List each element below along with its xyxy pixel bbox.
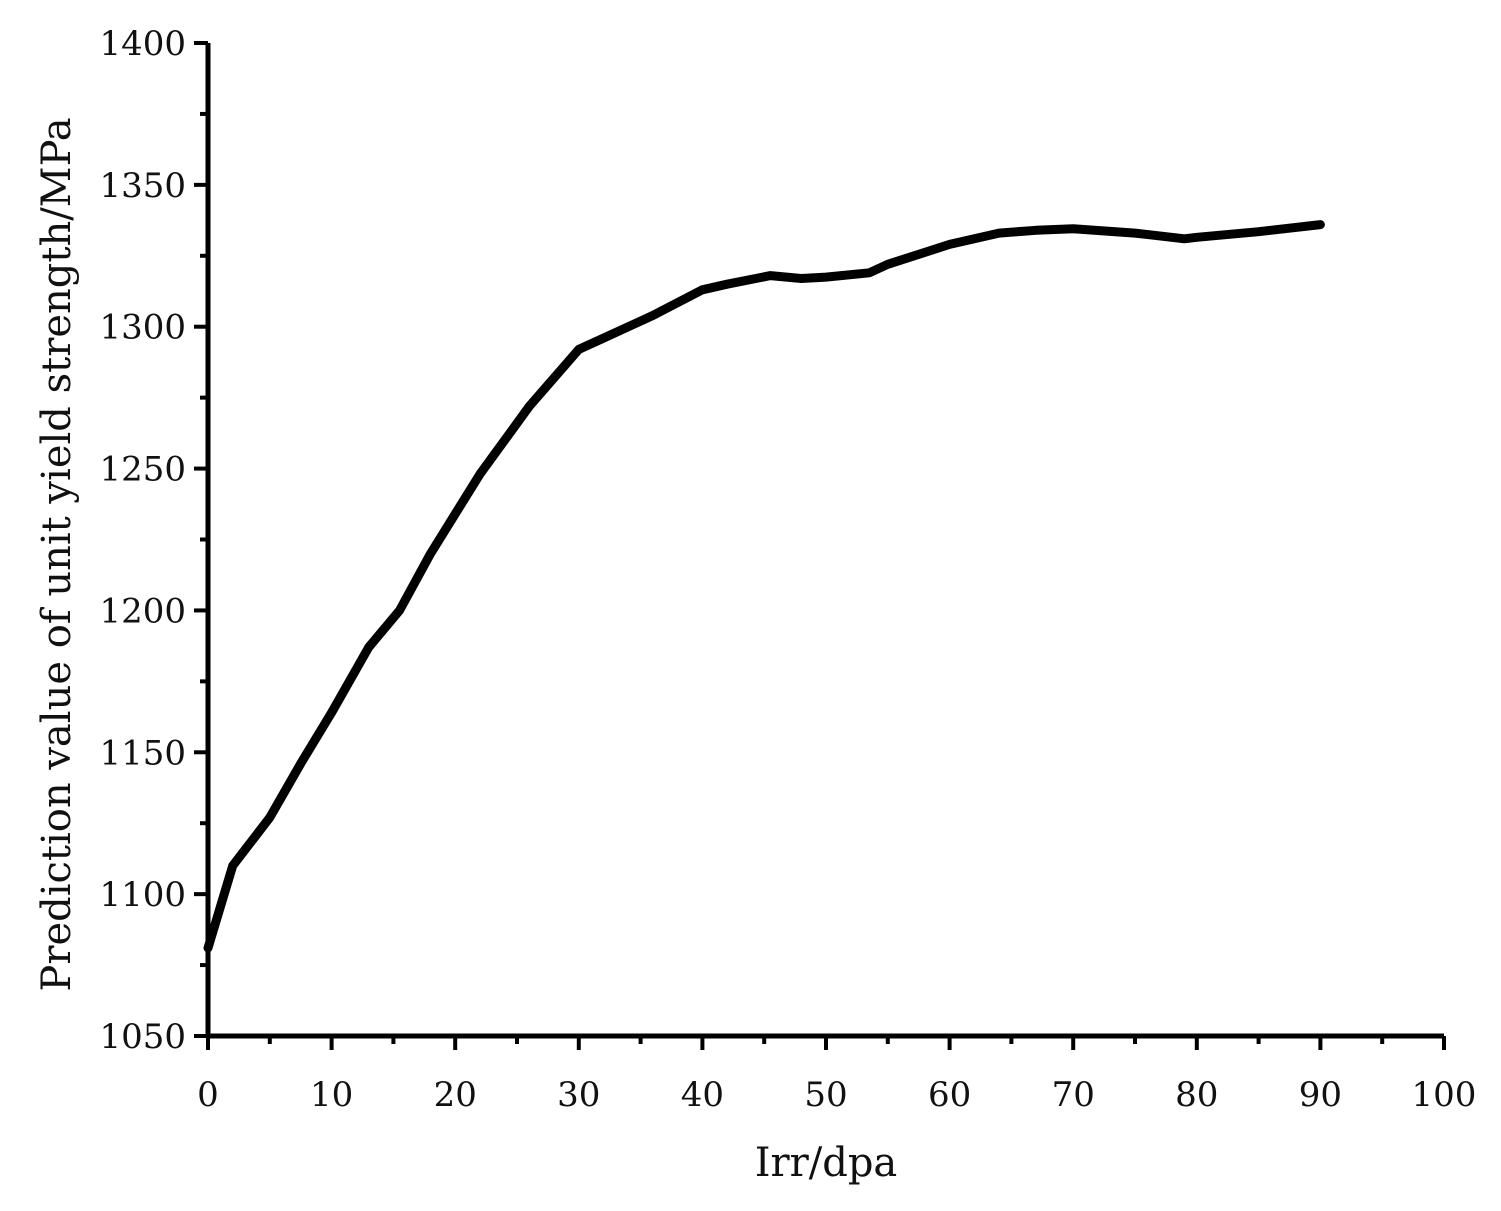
x-tick-label: 10 (310, 1075, 353, 1115)
y-tick-label: 1050 (99, 1017, 186, 1057)
y-axis-ticks: 1050 1100 1150 1200 1250 1300 1350 1400 (99, 24, 208, 1057)
x-tick-label: 90 (1299, 1075, 1342, 1115)
x-tick-label: 100 (1412, 1075, 1477, 1115)
x-tick-label: 40 (681, 1075, 724, 1115)
y-tick-label: 1100 (99, 875, 186, 915)
y-tick-label: 1150 (99, 733, 186, 773)
series-line-0 (203, 220, 1325, 953)
x-tick-label: 70 (1052, 1075, 1095, 1115)
y-tick-label: 1250 (99, 450, 186, 490)
x-tick-label: 80 (1175, 1075, 1218, 1115)
x-axis-title: Irr/dpa (755, 1140, 898, 1186)
y-tick-label: 1300 (99, 308, 186, 348)
y-tick-label: 1350 (99, 166, 186, 206)
x-tick-label: 30 (557, 1075, 600, 1115)
x-axis-ticks: 0 10 20 30 40 50 60 70 80 90 100 (197, 1036, 1476, 1115)
series-layer (203, 220, 1325, 953)
x-tick-label: 20 (434, 1075, 477, 1115)
x-tick-label: 50 (804, 1075, 847, 1115)
x-tick-label: 60 (928, 1075, 971, 1115)
y-tick-label: 1200 (99, 591, 186, 631)
x-tick-label: 0 (197, 1075, 219, 1115)
y-tick-label: 1400 (99, 24, 186, 64)
axes-layer (205, 43, 1444, 1039)
y-axis-title: Prediction value of unit yield strength/… (34, 117, 80, 991)
